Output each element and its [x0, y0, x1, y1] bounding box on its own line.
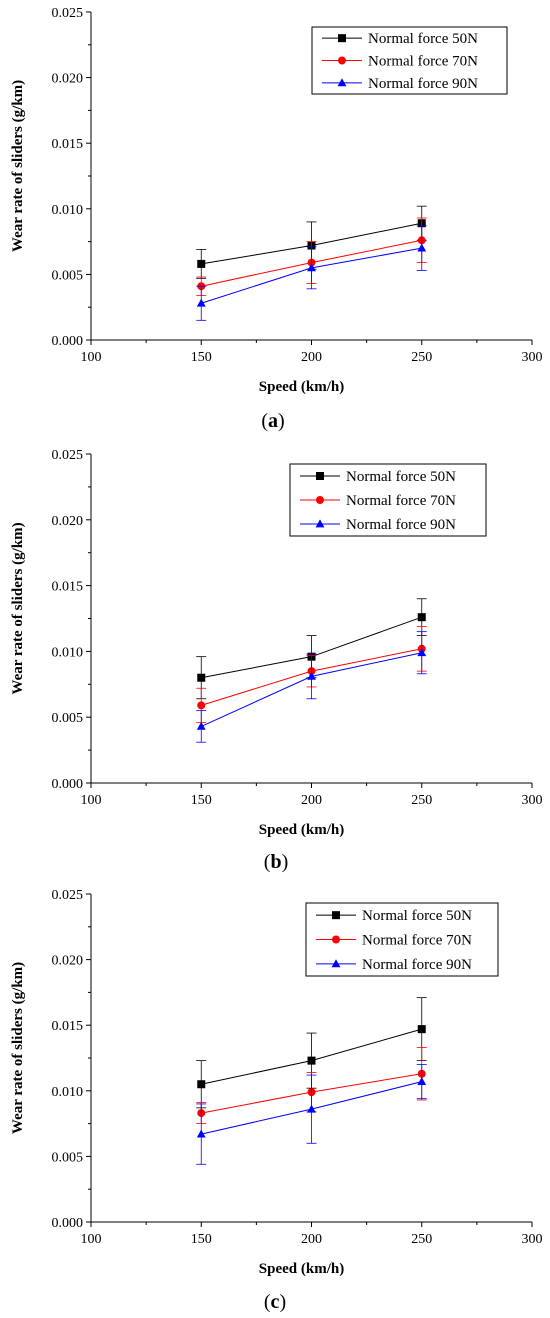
y-tick-label: 0.005 — [52, 268, 84, 283]
legend: Normal force 50N Normal force 70N Normal f… — [311, 26, 508, 95]
panel-caption: (c) — [264, 1291, 286, 1313]
legend-label: Normal force 90N — [362, 957, 472, 973]
y-tick-label: 0.025 — [52, 888, 84, 903]
series-3 — [196, 631, 427, 743]
legend-label: Normal force 90N — [346, 517, 456, 533]
x-tick-label: 250 — [411, 1232, 432, 1247]
x-tick-label: 150 — [191, 1232, 212, 1247]
legend-label: Normal force 50N — [346, 469, 456, 485]
data-point — [197, 1080, 206, 1089]
legend-marker — [338, 56, 346, 65]
x-tick-label: 200 — [301, 793, 322, 808]
chart-panel-b: 100 150 200 250 300 0.000 0.005 0.010 0.015 0.020… — [10, 448, 543, 873]
x-axis-title: Speed (km/h) — [259, 379, 344, 395]
chart-panel-a: 100 150 200 250 300 0.000 0.005 0.010 0.015 0.020… — [10, 6, 543, 432]
data-point — [417, 243, 427, 252]
y-tick-label: 0.010 — [52, 1085, 84, 1100]
legend-label: Normal force 70N — [362, 933, 472, 949]
x-tick-label: 150 — [191, 793, 212, 808]
y-tick-label: 0.015 — [52, 580, 84, 595]
y-tick-label: 0.020 — [52, 72, 84, 87]
y-tick-label: 0.005 — [52, 711, 84, 726]
legend-label: Normal force 70N — [368, 54, 478, 70]
x-axis-title: Speed (km/h) — [259, 822, 344, 838]
x-tick-label: 300 — [522, 793, 543, 808]
legend-marker — [316, 496, 324, 504]
x-tick-label: 250 — [411, 793, 432, 808]
data-point — [307, 671, 316, 680]
data-point — [417, 648, 427, 657]
y-tick-label: 0.000 — [52, 1216, 84, 1231]
x-tick-label: 300 — [522, 1232, 543, 1247]
data-point — [196, 721, 206, 730]
x-tick-label: 100 — [81, 350, 102, 365]
y-tick-label: 0.000 — [52, 777, 84, 792]
legend-label: Normal force 70N — [346, 493, 456, 509]
x-tick-label: 200 — [301, 350, 322, 365]
data-point — [417, 613, 426, 622]
legend-marker — [332, 935, 340, 944]
series-3 — [196, 1064, 427, 1165]
legend-label: Normal force 50N — [362, 908, 472, 924]
chart-panel-c: 100 150 200 250 300 0.000 0.005 0.010 0.015 0.020… — [10, 888, 543, 1313]
x-tick-label: 200 — [301, 1232, 322, 1247]
y-axis-title: Wear rate of sliders (g/km) — [10, 80, 26, 252]
y-tick-label: 0.020 — [52, 954, 84, 969]
series-3 — [196, 225, 427, 321]
y-tick-label: 0.025 — [52, 448, 84, 463]
data-point — [197, 673, 206, 682]
y-axis-title: Wear rate of sliders (g/km) — [10, 962, 26, 1134]
panel-caption: (b) — [264, 851, 288, 873]
data-point — [197, 701, 206, 710]
data-point — [307, 1056, 316, 1065]
legend-marker — [337, 78, 347, 87]
x-tick-label: 250 — [411, 350, 432, 365]
legend-label: Normal force 50N — [368, 31, 478, 47]
x-tick-label: 150 — [191, 350, 212, 365]
data-point — [307, 1104, 316, 1113]
panel-caption: (a) — [261, 410, 284, 432]
legend-marker — [332, 911, 340, 920]
y-tick-label: 0.005 — [52, 1150, 84, 1165]
legend: Normal force 50N Normal force 70N Normal f… — [305, 902, 499, 977]
y-axis-title: Wear rate of sliders (g/km) — [10, 522, 26, 694]
legend-marker — [338, 34, 346, 43]
legend-label: Normal force 90N — [368, 76, 478, 92]
data-point — [197, 259, 206, 268]
x-tick-label: 100 — [81, 793, 102, 808]
y-tick-label: 0.010 — [52, 645, 84, 660]
y-tick-label: 0.025 — [52, 6, 84, 21]
data-point — [307, 263, 316, 272]
x-tick-label: 300 — [522, 350, 543, 365]
data-point — [196, 298, 206, 307]
y-tick-label: 0.020 — [52, 514, 84, 529]
y-tick-label: 0.015 — [52, 1019, 84, 1034]
y-tick-label: 0.010 — [52, 203, 84, 218]
x-tick-label: 100 — [81, 1232, 102, 1247]
data-point — [196, 1129, 206, 1138]
legend-marker — [315, 519, 325, 528]
y-tick-label: 0.015 — [52, 137, 84, 152]
legend: Normal force 50N Normal force 70N Normal f… — [289, 463, 487, 537]
y-tick-label: 0.000 — [52, 334, 84, 349]
data-point — [417, 1025, 426, 1034]
legend-marker — [331, 959, 341, 968]
data-point — [417, 1077, 427, 1086]
legend-marker — [316, 472, 324, 480]
x-axis-title: Speed (km/h) — [259, 1261, 344, 1277]
